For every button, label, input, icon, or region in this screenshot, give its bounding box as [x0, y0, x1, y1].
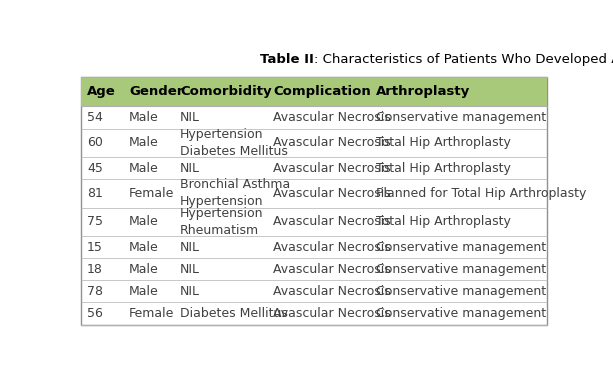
Text: Conservative management: Conservative management	[376, 111, 546, 124]
Text: Bronchial Asthma
Hypertension: Bronchial Asthma Hypertension	[180, 178, 291, 208]
Text: Avascular Necrosis: Avascular Necrosis	[273, 241, 391, 254]
Text: Avascular Necrosis: Avascular Necrosis	[273, 162, 391, 175]
Text: 81: 81	[87, 187, 103, 200]
Text: Female: Female	[129, 187, 174, 200]
Text: Avascular Necrosis: Avascular Necrosis	[273, 187, 391, 200]
Text: Planned for Total Hip Arthroplasty: Planned for Total Hip Arthroplasty	[376, 187, 586, 200]
Text: 78: 78	[87, 285, 103, 298]
Text: Male: Male	[129, 215, 159, 228]
Text: Complication: Complication	[273, 85, 371, 98]
Text: Avascular Necrosis: Avascular Necrosis	[273, 137, 391, 149]
Text: Conservative management: Conservative management	[376, 263, 546, 276]
Text: Comorbidity: Comorbidity	[180, 85, 272, 98]
Text: 75: 75	[87, 215, 103, 228]
Text: Conservative management: Conservative management	[376, 307, 546, 320]
Text: Avascular Necrosis: Avascular Necrosis	[273, 215, 391, 228]
Text: 45: 45	[87, 162, 103, 175]
Text: Avascular Necrosis: Avascular Necrosis	[273, 285, 391, 298]
Text: Male: Male	[129, 111, 159, 124]
Text: NIL: NIL	[180, 263, 200, 276]
Text: Avascular Necrosis: Avascular Necrosis	[273, 263, 391, 276]
Text: Total Hip Arthroplasty: Total Hip Arthroplasty	[376, 162, 511, 175]
Text: Hypertension
Rheumatism: Hypertension Rheumatism	[180, 207, 264, 237]
Text: Age: Age	[87, 85, 116, 98]
Text: NIL: NIL	[180, 111, 200, 124]
Text: 18: 18	[87, 263, 103, 276]
Text: Avascular Necrosis: Avascular Necrosis	[273, 307, 391, 320]
Text: Diabetes Mellitus: Diabetes Mellitus	[180, 307, 288, 320]
Text: NIL: NIL	[180, 285, 200, 298]
Text: Arthroplasty: Arthroplasty	[376, 85, 470, 98]
Text: Conservative management: Conservative management	[376, 285, 546, 298]
Text: 60: 60	[87, 137, 103, 149]
Text: Hypertension
Diabetes Mellitus: Hypertension Diabetes Mellitus	[180, 128, 288, 158]
Text: Male: Male	[129, 263, 159, 276]
Text: Male: Male	[129, 285, 159, 298]
Text: : Characteristics of Patients Who Developed Avascular Necrosis: : Characteristics of Patients Who Develo…	[314, 53, 613, 66]
Text: Table II: Table II	[261, 53, 314, 66]
Text: 54: 54	[87, 111, 103, 124]
Text: Total Hip Arthroplasty: Total Hip Arthroplasty	[376, 215, 511, 228]
Text: Gender: Gender	[129, 85, 183, 98]
Text: 56: 56	[87, 307, 103, 320]
Text: Conservative management: Conservative management	[376, 241, 546, 254]
Text: Avascular Necrosis: Avascular Necrosis	[273, 111, 391, 124]
Text: 15: 15	[87, 241, 103, 254]
Text: Male: Male	[129, 241, 159, 254]
Text: Total Hip Arthroplasty: Total Hip Arthroplasty	[376, 137, 511, 149]
Text: Male: Male	[129, 137, 159, 149]
Text: NIL: NIL	[180, 162, 200, 175]
Text: NIL: NIL	[180, 241, 200, 254]
Text: Male: Male	[129, 162, 159, 175]
Text: Female: Female	[129, 307, 174, 320]
